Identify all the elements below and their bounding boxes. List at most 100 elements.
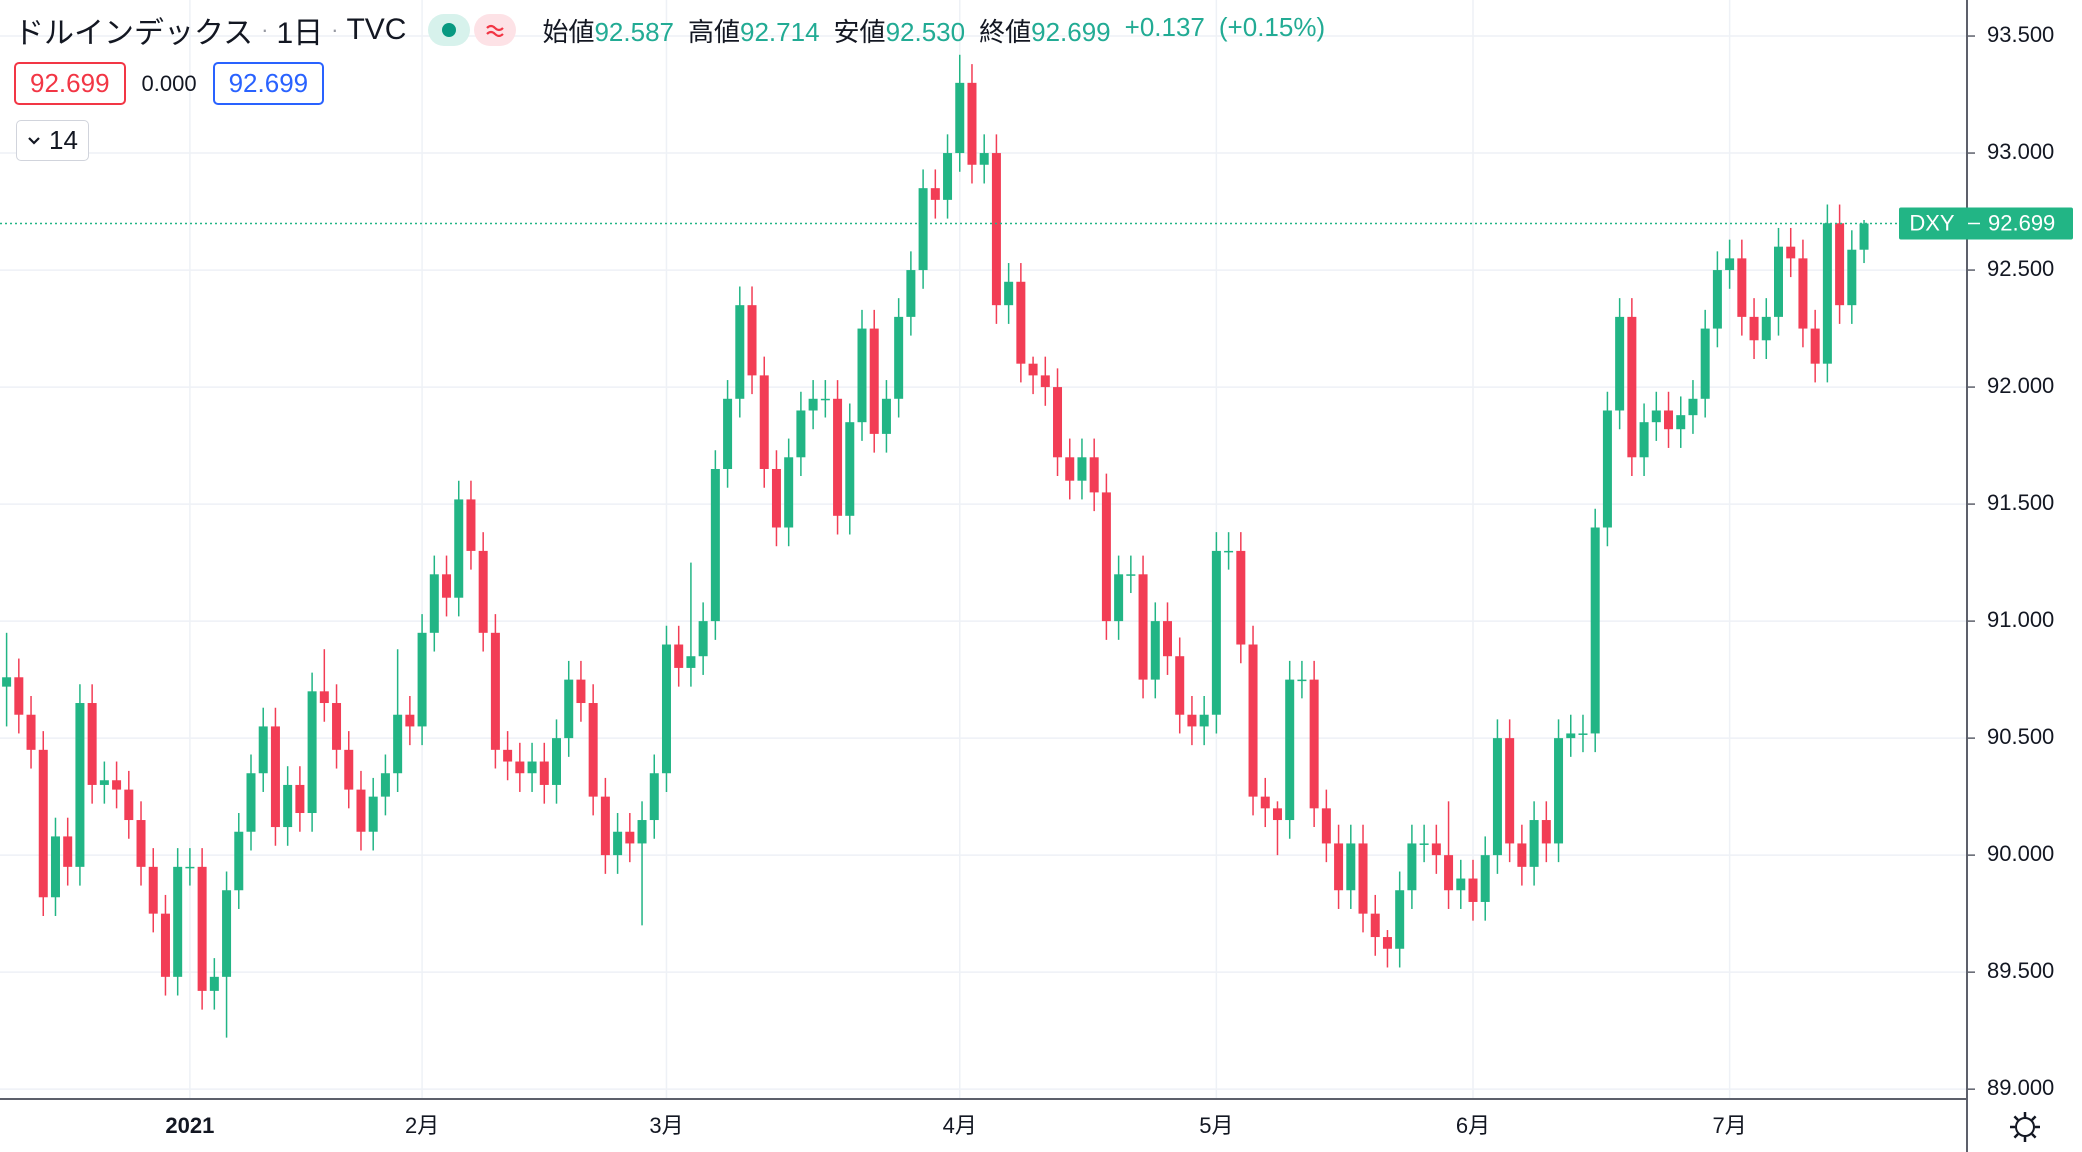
- candle-body: [429, 574, 439, 633]
- candle-body: [1272, 808, 1282, 821]
- candle-body: [1370, 913, 1380, 938]
- ohlc-item: 終値92.699: [979, 12, 1111, 49]
- y-tick-label: 91.500: [1987, 490, 2054, 515]
- candle-body: [1761, 316, 1771, 341]
- candle-body: [1028, 363, 1038, 376]
- chevron: [28, 136, 40, 145]
- status-dot: [442, 23, 457, 37]
- candle-body: [1725, 258, 1735, 271]
- candle-body: [1285, 679, 1295, 821]
- candle-body: [1492, 738, 1502, 856]
- candle-body: [1615, 316, 1625, 411]
- source: TVC: [346, 13, 407, 46]
- symbol-title[interactable]: ドルインデックス: [14, 17, 254, 50]
- candle-body: [833, 398, 843, 516]
- candle-body: [14, 677, 24, 715]
- candle-body: [576, 679, 586, 704]
- candle-body: [442, 574, 452, 598]
- ohlc-value: 92.587: [594, 16, 674, 47]
- candle-body: [1529, 820, 1539, 867]
- interval[interactable]: 1日: [276, 17, 324, 50]
- candle-body: [1334, 843, 1344, 891]
- candle-body: [918, 188, 928, 271]
- candle-body: [454, 499, 464, 598]
- candle-body: [50, 836, 60, 898]
- candle-body: [1651, 410, 1661, 423]
- ohlc-item: 安値92.530: [834, 12, 966, 49]
- delayed-status[interactable]: [474, 14, 517, 46]
- candle-body: [1016, 281, 1026, 364]
- header: ドルインデックス · 1日 · TVC 始値92.587 高値92.714 安値…: [14, 8, 1325, 52]
- candle-body: [1798, 258, 1808, 329]
- candle-body: [1688, 398, 1698, 416]
- candle-body: [417, 632, 427, 727]
- buy-price[interactable]: 92.699: [212, 62, 325, 105]
- candle-body: [1004, 281, 1014, 306]
- candle-body: [1138, 574, 1148, 680]
- y-tick-label: 92.000: [1987, 373, 2054, 398]
- candle-body: [2, 677, 12, 687]
- candle-body: [735, 305, 745, 399]
- candle-body: [808, 398, 818, 411]
- ohlc-value: 92.699: [1031, 16, 1111, 47]
- candle-body: [881, 398, 891, 434]
- candle-body: [613, 831, 623, 856]
- approx-icon: [486, 24, 505, 37]
- candle-body: [1602, 410, 1612, 528]
- candle-body: [723, 398, 733, 469]
- candle-body: [234, 831, 244, 891]
- candle-body: [63, 836, 73, 867]
- candle-body: [1321, 808, 1331, 844]
- candle-body: [87, 703, 97, 785]
- x-tick-label: 3月: [649, 1113, 683, 1138]
- candle-body: [1786, 246, 1796, 259]
- candle-body: [1541, 820, 1551, 844]
- x-tick-label: 4月: [943, 1113, 977, 1138]
- trade-row: 92.699 0.000 92.699: [14, 62, 325, 105]
- candle-body: [1089, 457, 1099, 493]
- candle-body: [503, 749, 513, 762]
- candle-body: [747, 305, 757, 376]
- candle-body: [1566, 733, 1576, 739]
- candle-body: [1712, 270, 1722, 329]
- sell-price[interactable]: 92.699: [14, 62, 126, 105]
- candle-body: [588, 703, 598, 797]
- x-tick-label: 7月: [1712, 1113, 1746, 1138]
- y-tick-label: 89.000: [1987, 1075, 2054, 1100]
- settings-icon[interactable]: [2010, 1112, 2040, 1142]
- candle-body: [197, 866, 207, 991]
- candle-body: [600, 796, 610, 856]
- separator: ·: [261, 17, 269, 42]
- candle-body: [1077, 457, 1087, 481]
- candle-body: [1835, 223, 1845, 306]
- candle-body: [820, 398, 830, 401]
- candle-body: [295, 784, 305, 814]
- candle-body: [943, 153, 953, 200]
- change-percent: (+0.15%): [1218, 11, 1326, 42]
- separator: ·: [331, 17, 339, 42]
- ohlc-label: 高値: [688, 16, 741, 47]
- candle-body: [1382, 937, 1392, 949]
- candle-body: [1505, 738, 1515, 844]
- candle-body: [955, 82, 965, 154]
- candle-body: [894, 316, 904, 399]
- y-tick-label: 89.500: [1987, 958, 2054, 983]
- candle-body: [1065, 457, 1075, 481]
- candle-body: [845, 422, 855, 516]
- candle-body: [1346, 843, 1356, 891]
- candle-body: [1407, 843, 1417, 891]
- candle-body: [771, 468, 781, 528]
- symbol-tag: DXY: [1909, 210, 1955, 235]
- candle-body: [1627, 316, 1637, 458]
- candle-body: [1114, 574, 1124, 622]
- candle-body: [1358, 843, 1368, 914]
- candle-body: [1676, 415, 1686, 430]
- candle-body: [1163, 621, 1172, 657]
- overlay: DXY 92.699: [0, 207, 2073, 240]
- candle-body: [1309, 679, 1319, 809]
- candle-body: [1468, 878, 1478, 902]
- market-status[interactable]: [428, 14, 471, 46]
- indicators-toggle[interactable]: 14: [16, 120, 89, 161]
- candle-body: [1639, 422, 1649, 458]
- candle-body: [991, 153, 1001, 306]
